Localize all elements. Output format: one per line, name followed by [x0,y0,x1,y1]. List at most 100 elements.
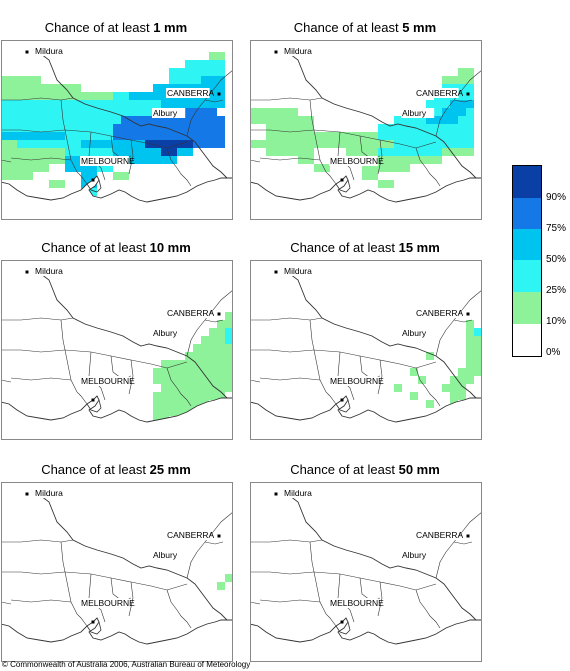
district-boundary [1,159,12,163]
city-label-canberra: CANBERRA [416,308,464,318]
sea-area [1,396,233,440]
probability-cell [442,108,466,116]
district-boundary [259,157,321,161]
probability-cell [394,140,474,148]
probability-cell [250,108,298,116]
city-label-canberra: CANBERRA [416,88,464,98]
probability-cell [209,328,233,336]
city-label-mildura: Mildura [35,46,63,56]
district-boundary [204,541,224,545]
coastline [250,175,482,203]
district-boundary [250,349,315,353]
panel-title-50mm: Chance of at least 50 mm [290,462,440,477]
city-marker-mildura [274,492,278,496]
probability-cell [450,376,474,384]
district-boundary [10,599,72,603]
district-boundary [196,289,233,331]
state-border [283,49,477,179]
sea-area [1,618,233,662]
district-boundary [1,539,74,543]
city-label-melbourne: MELBOURNE [81,156,135,166]
panel-title-1mm: Chance of at least 1 mm [44,20,188,35]
port-phillip-bay [335,399,351,413]
district-boundary [64,129,168,149]
district-boundary [70,379,88,405]
city-label-background [152,550,186,560]
probability-cell [225,312,233,320]
map-frame [1,40,233,220]
district-boundary [309,99,315,131]
probability-cell [161,108,217,116]
district-boundary [166,583,188,591]
probability-cell [193,140,225,148]
district-boundary [435,329,447,357]
probability-cell [450,392,466,400]
city-label-canberra: CANBERRA [167,530,215,540]
probability-cell [209,52,225,60]
panel-title-5mm: Chance of at least 5 mm [293,20,437,35]
probability-cell [1,108,161,116]
district-boundary [1,349,66,353]
probability-cell [362,172,378,180]
legend-label-10: 10% [546,316,567,327]
probability-cell [458,68,474,76]
district-boundary [435,551,447,579]
district-boundary [250,571,315,575]
district-boundary [166,361,188,369]
city-marker-canberra [466,312,470,316]
district-boundary [1,571,66,575]
sea-area [250,176,482,220]
map-panel-5mm: Mildura CANBERRA Albury MELBOURNE [250,40,482,220]
city-label-background [401,550,435,560]
probability-cell [65,132,113,140]
probability-cell [153,376,233,384]
probability-cell [161,384,233,392]
city-label-melbourne: MELBOURNE [81,598,135,608]
probability-cell [17,140,81,148]
probability-cell [466,344,482,352]
probability-cell [466,352,482,360]
probability-cell [442,384,466,392]
probability-cell [169,68,225,76]
probability-cell [1,132,65,140]
port-phillip-bay [86,621,102,635]
district-boundary [453,541,473,545]
probability-cell [153,392,225,400]
district-boundary [313,129,321,161]
panel-title-25mm: Chance of at least 25 mm [41,462,191,477]
district-boundary [128,359,134,395]
probability-cell [346,156,442,164]
city-label-background [415,530,459,540]
district-boundary [445,511,482,553]
city-label-background [415,308,459,318]
city-label-background [34,46,73,56]
probability-cell [113,172,129,180]
probability-cell [250,140,410,148]
city-label-albury: Albury [153,108,178,118]
state-border [34,491,228,621]
city-label-melbourne: MELBOURNE [330,598,384,608]
district-boundary [204,319,224,323]
district-boundary [1,601,12,605]
probability-cell [65,164,97,172]
district-boundary [250,539,323,543]
city-marker-canberra [217,92,221,96]
probability-cell [81,172,97,180]
probability-cell [466,360,482,368]
legend-label-90: 90% [546,192,567,203]
probability-cell [458,368,482,376]
probability-cell [49,124,113,132]
probability-cell [378,180,394,188]
district-boundary [415,367,441,407]
city-marker-melbourne [340,398,344,402]
probability-cell [426,116,458,124]
district-boundary [453,99,473,103]
probability-cell [1,92,113,100]
probability-cell [298,156,314,164]
probability-cell [266,132,394,140]
legend-swatch-25 [513,260,541,292]
district-boundary [453,319,473,323]
city-label-background [152,328,186,338]
city-label-background [283,46,322,56]
probability-cell [153,408,193,416]
